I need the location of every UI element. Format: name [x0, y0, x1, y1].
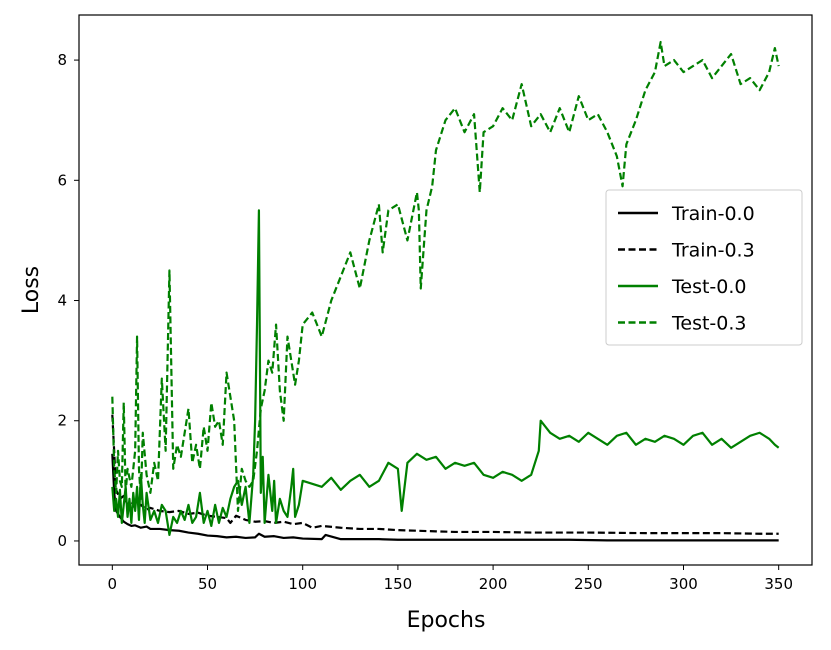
legend-label: Train-0.0	[671, 203, 755, 225]
x-tick-label: 50	[198, 575, 217, 593]
x-axis-title: Epochs	[407, 608, 486, 633]
legend: Train-0.0 Train-0.3 Test-0.0 Test-0.3	[605, 189, 803, 346]
y-axis-title: Loss	[19, 266, 44, 314]
legend-label: Test-0.3	[671, 313, 747, 335]
x-tick-label: 150	[384, 575, 413, 593]
x-axis: 0 50 100 150 200 250 300 350	[108, 565, 793, 593]
x-tick-label: 350	[764, 575, 793, 593]
x-tick-label: 250	[574, 575, 603, 593]
y-tick-label: 6	[57, 171, 67, 189]
y-tick-label: 2	[57, 412, 67, 430]
y-tick-label: 4	[57, 292, 67, 310]
legend-label: Train-0.3	[671, 240, 755, 262]
y-tick-label: 0	[57, 532, 67, 550]
y-tick-label: 8	[57, 51, 67, 69]
series-line-test-0-0	[111, 209, 780, 537]
x-tick-label: 0	[108, 575, 118, 593]
x-tick-label: 100	[288, 575, 317, 593]
plot-frame	[78, 14, 813, 566]
y-axis: 0 2 4 6 8	[57, 51, 79, 550]
series-layer	[111, 40, 780, 542]
x-tick-label: 200	[479, 575, 508, 593]
legend-box	[605, 189, 803, 346]
x-tick-label: 300	[669, 575, 698, 593]
series-line-train-0-0	[111, 453, 779, 542]
legend-label: Test-0.0	[671, 276, 747, 298]
series-line-test-0-3	[111, 40, 780, 512]
